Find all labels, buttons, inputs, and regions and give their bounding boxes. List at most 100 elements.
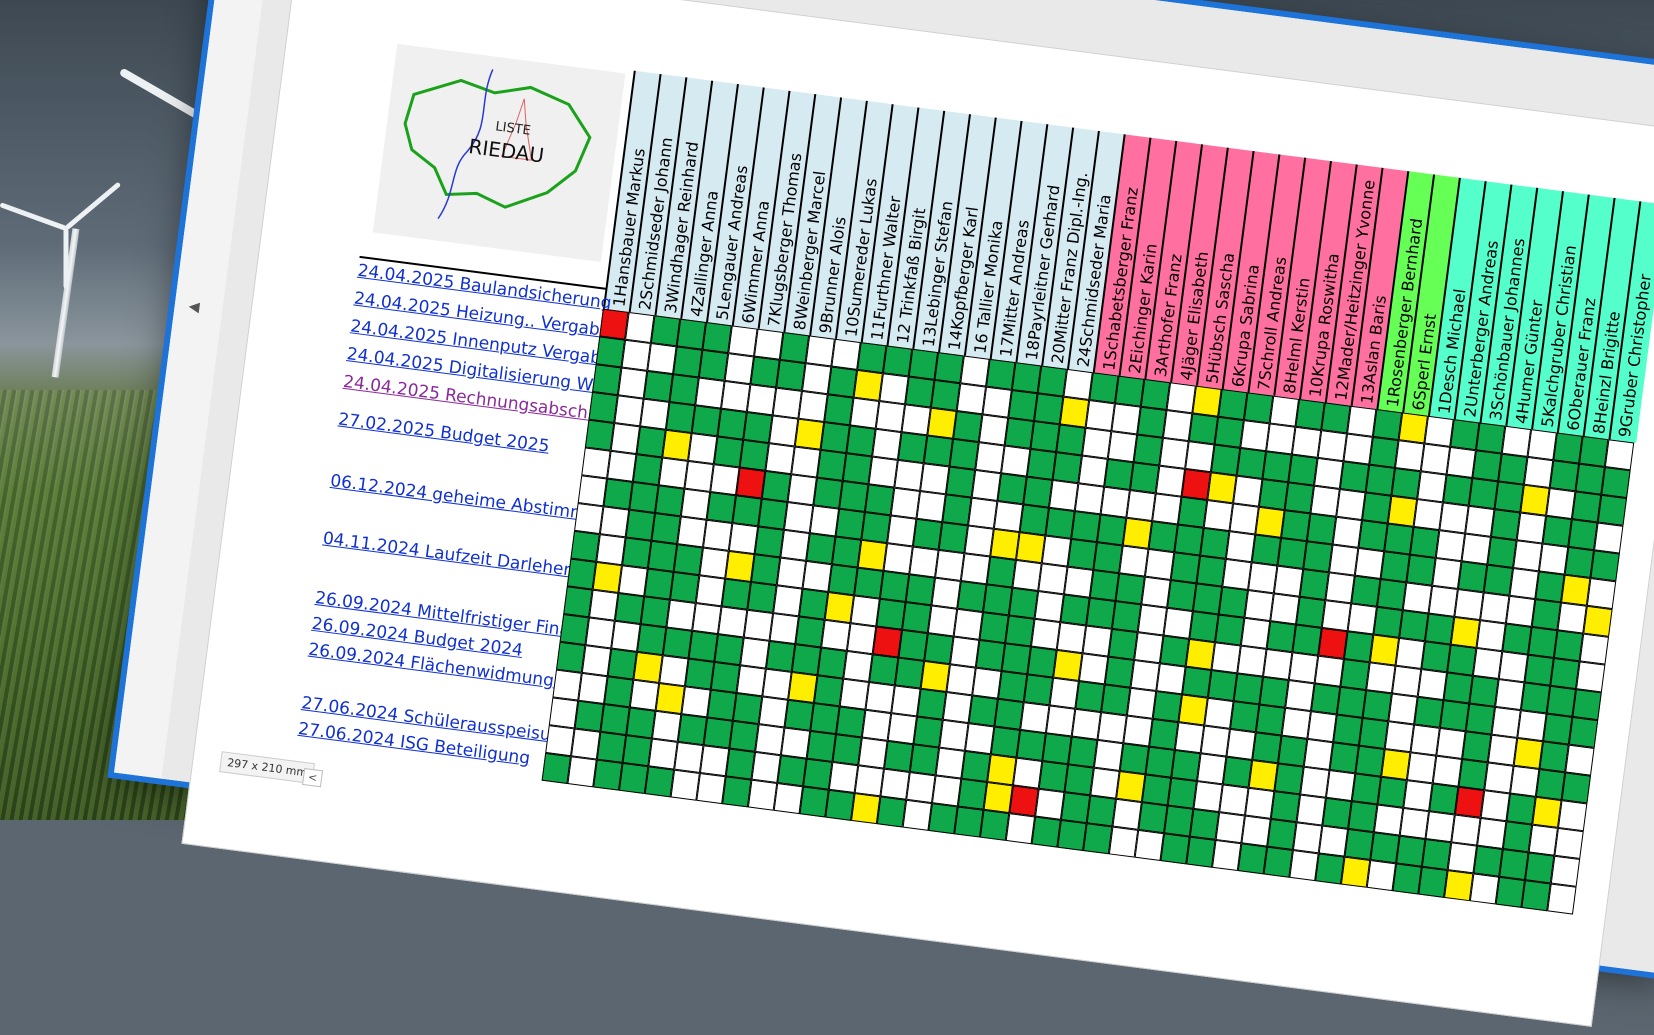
vote-cell (1155, 465, 1186, 497)
vote-cell (832, 734, 862, 766)
vote-cell (1550, 657, 1580, 690)
vote-cell (673, 544, 703, 576)
vote-cell (1145, 746, 1175, 778)
vote-cell (1166, 382, 1196, 414)
vote-cell (1277, 735, 1308, 767)
vote-cell (1203, 500, 1234, 532)
vote-cell (581, 645, 612, 677)
vote-cell (632, 454, 663, 486)
vote-cell (1274, 763, 1304, 795)
vote-cell (982, 386, 1012, 418)
vote-cell (567, 756, 597, 788)
vote-cell (669, 571, 700, 604)
vote-cell (1086, 597, 1116, 629)
vote-cell (1480, 790, 1511, 822)
vote-cell (909, 546, 939, 578)
vote-cell (596, 534, 626, 566)
vote-cell (979, 809, 1010, 841)
vote-cell (1057, 819, 1087, 851)
vote-cell (1067, 538, 1097, 570)
vote-cell (643, 370, 674, 402)
vote-cell (1362, 690, 1392, 722)
vote-cell (650, 315, 681, 347)
vote-cell (607, 648, 637, 680)
vote-cell (857, 342, 887, 374)
vote-cell (692, 603, 722, 635)
vote-cell (1343, 433, 1373, 465)
vote-cell (1296, 794, 1326, 826)
vote-cell (803, 758, 833, 790)
vote-cell (1063, 368, 1093, 400)
vote-cell (1495, 679, 1525, 711)
vote-cell (1008, 389, 1038, 422)
vote-cell (1351, 773, 1382, 805)
vote-cell (755, 724, 785, 756)
vote-cell (1115, 573, 1145, 605)
vote-cell (905, 376, 935, 408)
vote-cell (1557, 800, 1588, 832)
vote-cell (799, 786, 829, 818)
vote-cell (1457, 561, 1488, 593)
vote-cell (1388, 693, 1418, 725)
vote-cell (1248, 759, 1278, 792)
vote-cell (938, 522, 969, 554)
vote-cell (1472, 450, 1502, 482)
vote-cell (960, 355, 990, 387)
vote-cell (1347, 603, 1377, 635)
vote-cell (768, 415, 799, 447)
scroll-left-button[interactable]: < (302, 767, 324, 788)
vote-cell (1068, 736, 1098, 768)
vote-cell (1391, 467, 1421, 500)
vote-cell (1270, 593, 1300, 625)
vote-cell (1410, 724, 1440, 756)
vote-cell (1096, 514, 1127, 546)
vote-cell (953, 608, 983, 640)
vote-cell (1192, 583, 1223, 615)
vote-cell (1123, 715, 1153, 747)
vote-cell (928, 803, 958, 835)
vote-cell (1090, 767, 1120, 799)
vote-cell (805, 335, 835, 367)
vote-cell (930, 379, 961, 412)
vote-cell (1192, 385, 1222, 417)
vote-cell (1336, 686, 1367, 718)
vote-cell (902, 799, 932, 831)
vote-cell (607, 450, 637, 482)
vote-cell (1469, 873, 1500, 905)
vote-cell (1520, 682, 1551, 714)
vote-cell (1450, 419, 1480, 451)
vote-cell (1093, 739, 1124, 772)
vote-cell (1321, 402, 1351, 434)
vote-cell (864, 484, 895, 516)
vote-cell (599, 506, 630, 538)
vote-cell (676, 318, 707, 350)
vote-cell (1546, 685, 1577, 717)
vote-link[interactable]: 04.11.2024 Laufzeit Darlehen (321, 528, 576, 581)
vote-cell (1394, 440, 1425, 472)
vote-cell (1034, 393, 1064, 425)
vote-cell (1432, 557, 1462, 590)
vote-cell (1425, 811, 1455, 843)
vote-cell (754, 526, 784, 558)
vote-cell (696, 772, 726, 805)
vote-cell (732, 495, 762, 527)
vote-cell (798, 588, 829, 620)
vote-cell (1373, 606, 1403, 638)
vote-cell (1597, 494, 1628, 526)
vote-cell (1413, 499, 1443, 531)
vote-cell (750, 554, 781, 586)
vote-cell (1215, 614, 1245, 646)
vote-cell (1465, 703, 1496, 735)
vote-cell (854, 765, 884, 797)
vote-cell (765, 443, 795, 475)
vote-cell (1328, 544, 1359, 576)
vote-cell (1399, 807, 1430, 839)
vote-cell (1222, 756, 1253, 788)
vote-cell (869, 654, 899, 686)
vote-cell (1085, 399, 1115, 432)
vote-cell (821, 619, 851, 651)
vote-cell (765, 640, 796, 672)
vote-cell (721, 578, 751, 610)
collapse-left-icon[interactable]: ◀ (187, 298, 201, 316)
vote-link[interactable]: 27.02.2025 Budget 2025 (337, 409, 551, 457)
